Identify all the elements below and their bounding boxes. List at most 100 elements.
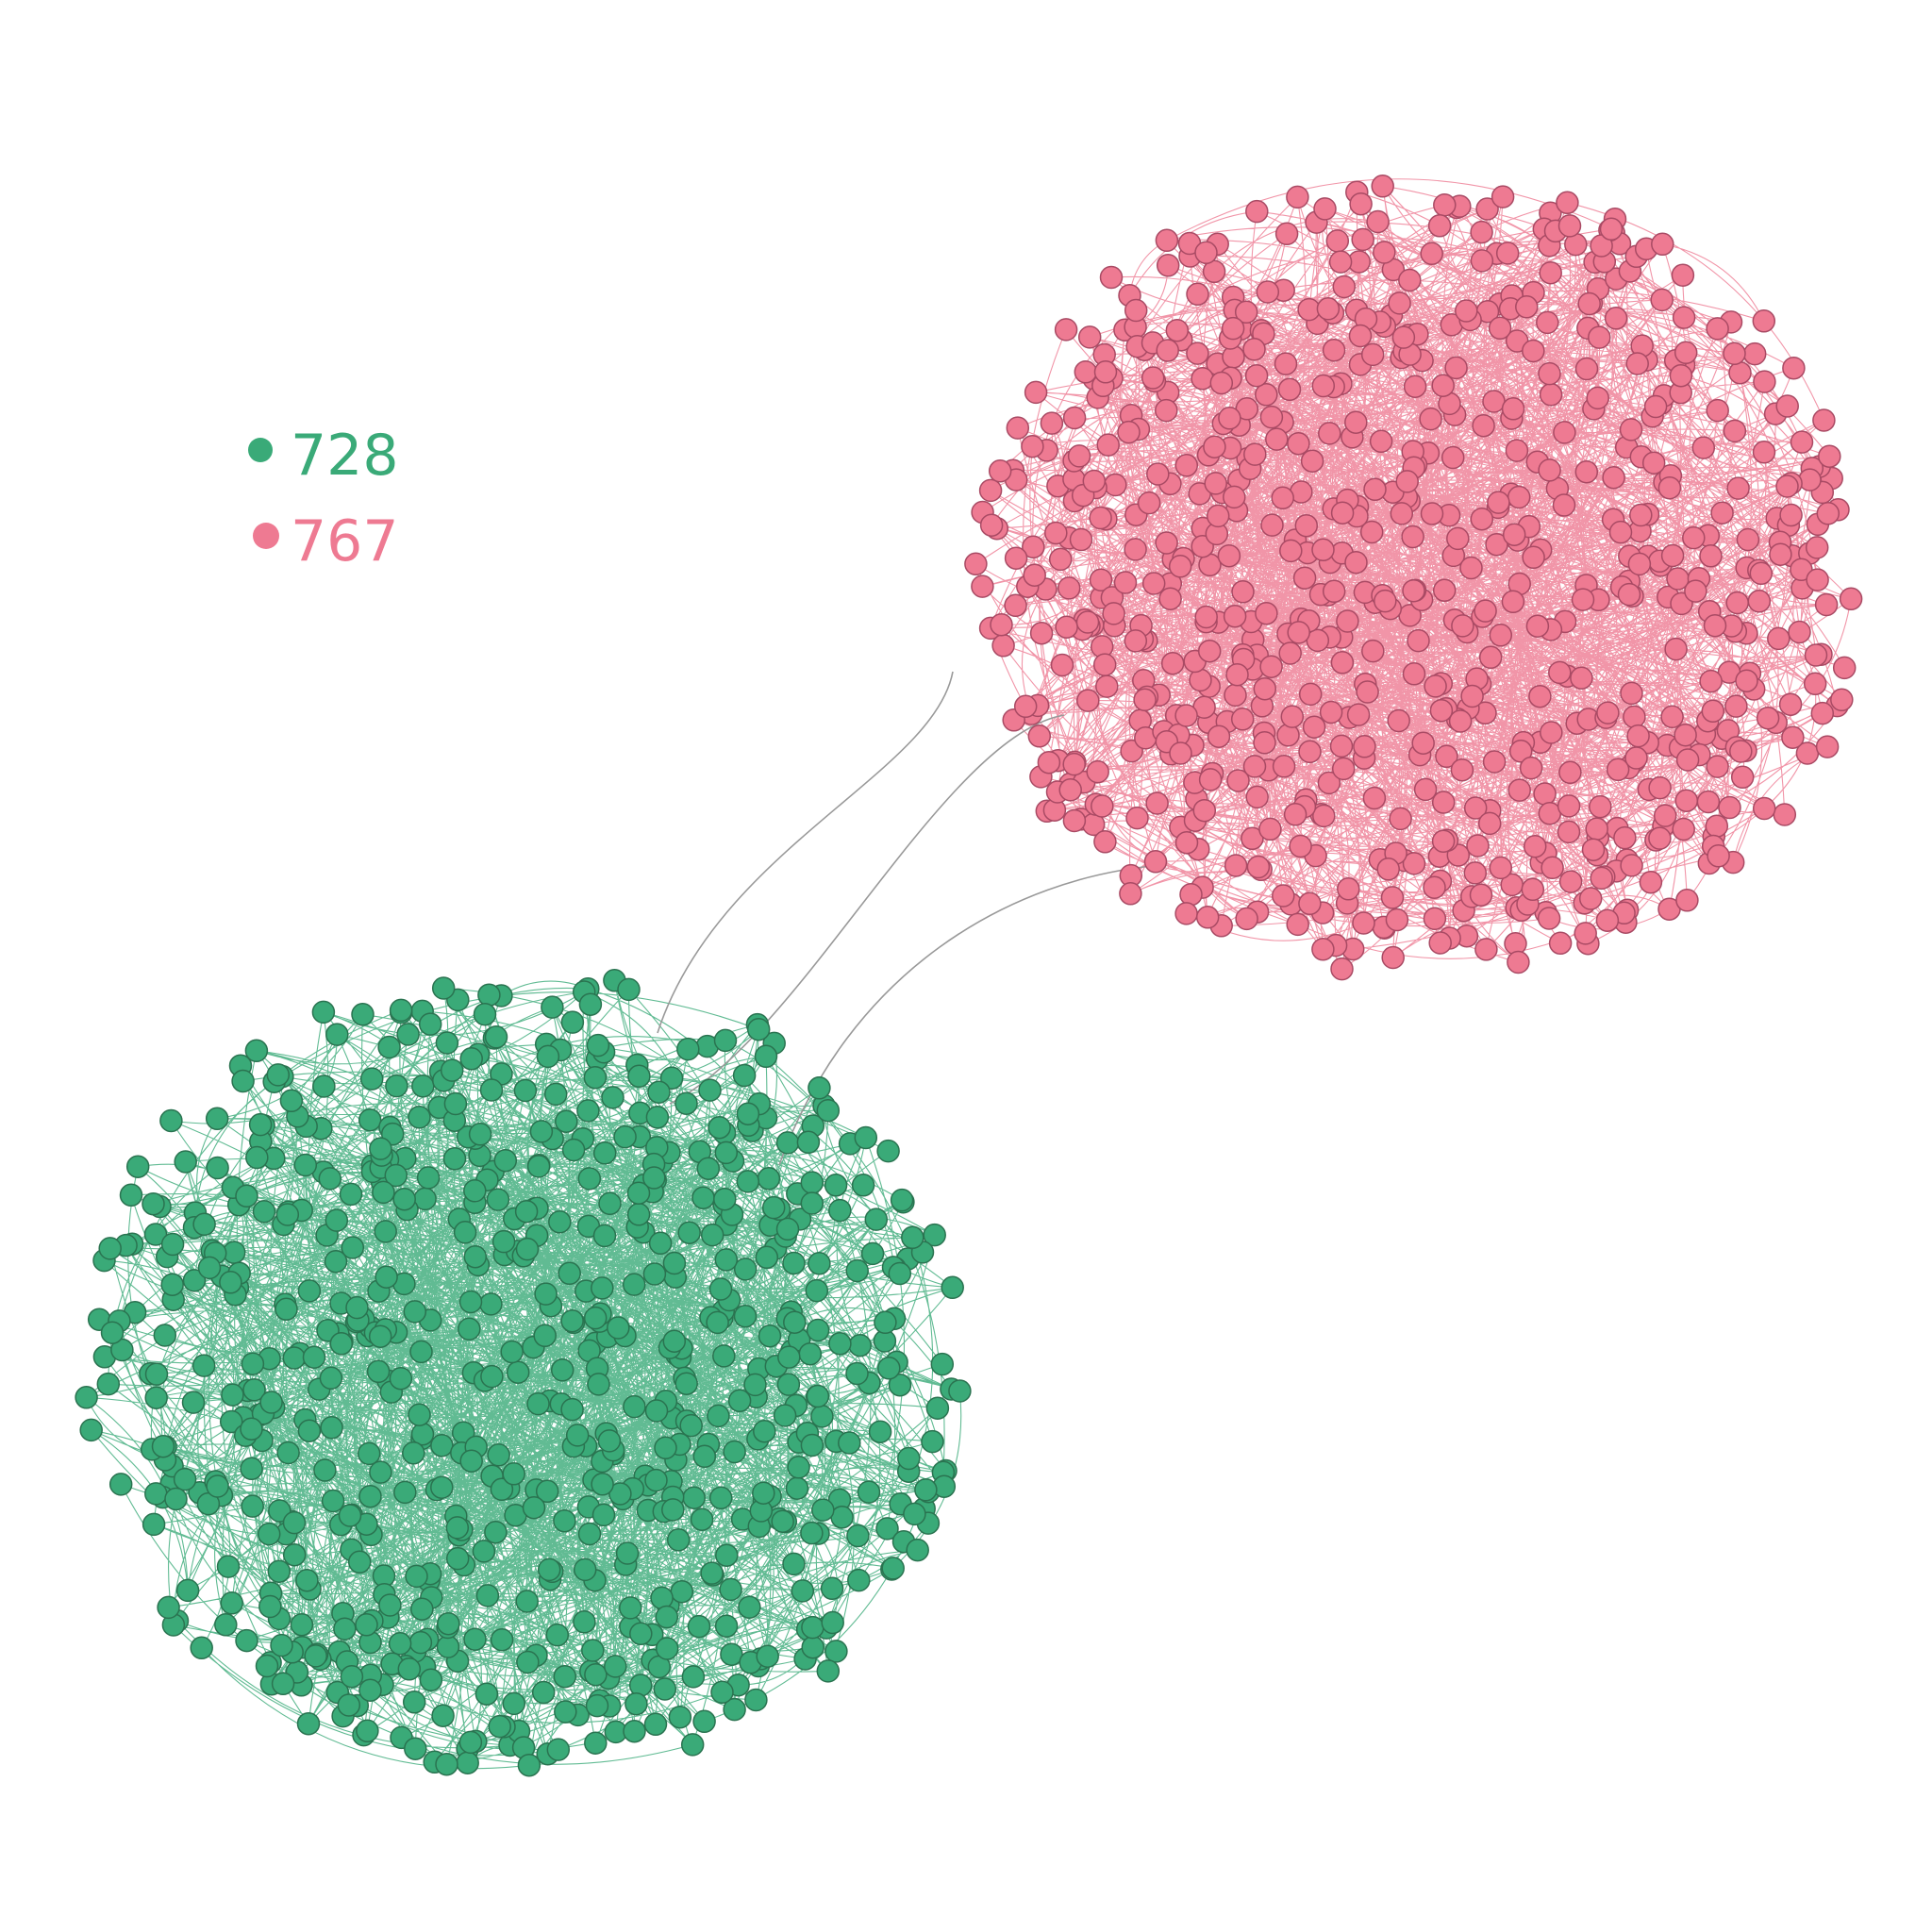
node-green	[488, 1714, 511, 1739]
node-green	[529, 1120, 554, 1143]
node-green	[160, 1232, 185, 1257]
node-green	[522, 1495, 546, 1520]
node-green	[440, 1058, 464, 1082]
node-pink	[1102, 602, 1125, 625]
legend: 728 767	[248, 423, 399, 575]
node-green	[355, 1613, 378, 1637]
node-green	[436, 1635, 460, 1658]
node-green	[445, 1546, 470, 1571]
node-green	[690, 1507, 714, 1531]
node-pink	[1441, 445, 1465, 470]
node-green	[442, 1147, 467, 1171]
node-pink	[1522, 339, 1545, 363]
node-green	[248, 1112, 273, 1137]
node-pink	[1221, 316, 1245, 341]
node-pink	[1330, 957, 1354, 981]
node-green	[719, 1577, 742, 1602]
node-pink	[1812, 408, 1836, 432]
node-pink	[1420, 242, 1443, 266]
node-pink	[1429, 698, 1454, 723]
node-green	[626, 1181, 651, 1205]
node-green	[560, 1397, 584, 1422]
node-pink	[1411, 731, 1435, 755]
node-pink	[1775, 394, 1799, 418]
node-pink	[1669, 363, 1693, 388]
node-green	[733, 1257, 758, 1281]
node-green	[707, 1404, 730, 1428]
node-green	[587, 1373, 610, 1396]
node-pink	[1674, 789, 1699, 812]
node-green	[948, 1379, 972, 1403]
node-pink	[1089, 568, 1113, 591]
node-pink	[1156, 254, 1180, 277]
node-green	[708, 1277, 733, 1301]
node-green	[824, 1174, 848, 1197]
node-green	[358, 1484, 382, 1508]
node-pink	[1298, 891, 1322, 916]
node-pink	[1124, 629, 1148, 653]
node-pink	[1558, 760, 1582, 785]
node-green	[279, 1089, 304, 1113]
node-pink	[1004, 546, 1028, 570]
node-pink	[979, 513, 1004, 537]
node-pink	[1424, 675, 1447, 698]
node-pink	[1420, 502, 1444, 525]
node-green	[479, 1292, 503, 1316]
node-pink	[1169, 741, 1192, 765]
node-pink	[1104, 473, 1127, 497]
node-green	[502, 1462, 525, 1486]
node-pink	[1403, 375, 1427, 398]
node-green	[925, 1396, 950, 1420]
node-green	[668, 1705, 692, 1729]
node-green	[258, 1594, 282, 1619]
node-green	[785, 1476, 809, 1500]
node-pink	[1423, 907, 1447, 931]
node-green	[458, 1317, 481, 1341]
node-pink	[1044, 521, 1068, 545]
node-green	[645, 1106, 670, 1129]
node-pink	[1779, 503, 1803, 527]
node-green	[573, 1610, 596, 1634]
node-pink	[1657, 475, 1682, 500]
node-pink	[1174, 902, 1198, 925]
node-pink	[1258, 817, 1282, 841]
node-pink	[1735, 669, 1758, 692]
node-pink	[1590, 866, 1613, 891]
node-pink	[1117, 420, 1141, 444]
node-pink	[1141, 366, 1165, 390]
node-pink	[1311, 538, 1335, 562]
node-pink	[1244, 363, 1269, 388]
node-pink	[1699, 544, 1723, 568]
node-pink	[1124, 538, 1147, 561]
node-pink	[1077, 325, 1102, 349]
node-green	[591, 1276, 614, 1300]
node-pink	[1705, 814, 1729, 838]
node-pink	[1369, 429, 1393, 454]
legend-dot-green	[248, 438, 273, 462]
node-green	[848, 1333, 872, 1357]
node-green	[368, 1324, 392, 1348]
node-green	[157, 1595, 180, 1620]
node-pink	[1225, 662, 1249, 687]
node-green	[675, 1091, 698, 1115]
node-pink	[1460, 684, 1484, 708]
node-green	[119, 1183, 143, 1208]
node-green	[914, 1478, 938, 1502]
node-pink	[1119, 882, 1142, 906]
node-pink	[1113, 571, 1138, 594]
node-green	[142, 1512, 166, 1537]
node-pink	[1446, 526, 1470, 551]
node-pink	[1660, 705, 1684, 729]
node-green	[271, 1672, 295, 1696]
node-pink	[1271, 486, 1294, 510]
node-green	[736, 1102, 760, 1125]
node-pink	[1006, 416, 1030, 440]
node-green	[533, 1324, 557, 1348]
node-pink	[1814, 592, 1839, 617]
node-pink	[1586, 386, 1609, 410]
node-green	[125, 1155, 150, 1178]
node-pink	[1255, 383, 1278, 407]
node-pink	[1311, 374, 1336, 398]
node-green	[783, 1310, 807, 1334]
node-pink	[1380, 886, 1405, 909]
